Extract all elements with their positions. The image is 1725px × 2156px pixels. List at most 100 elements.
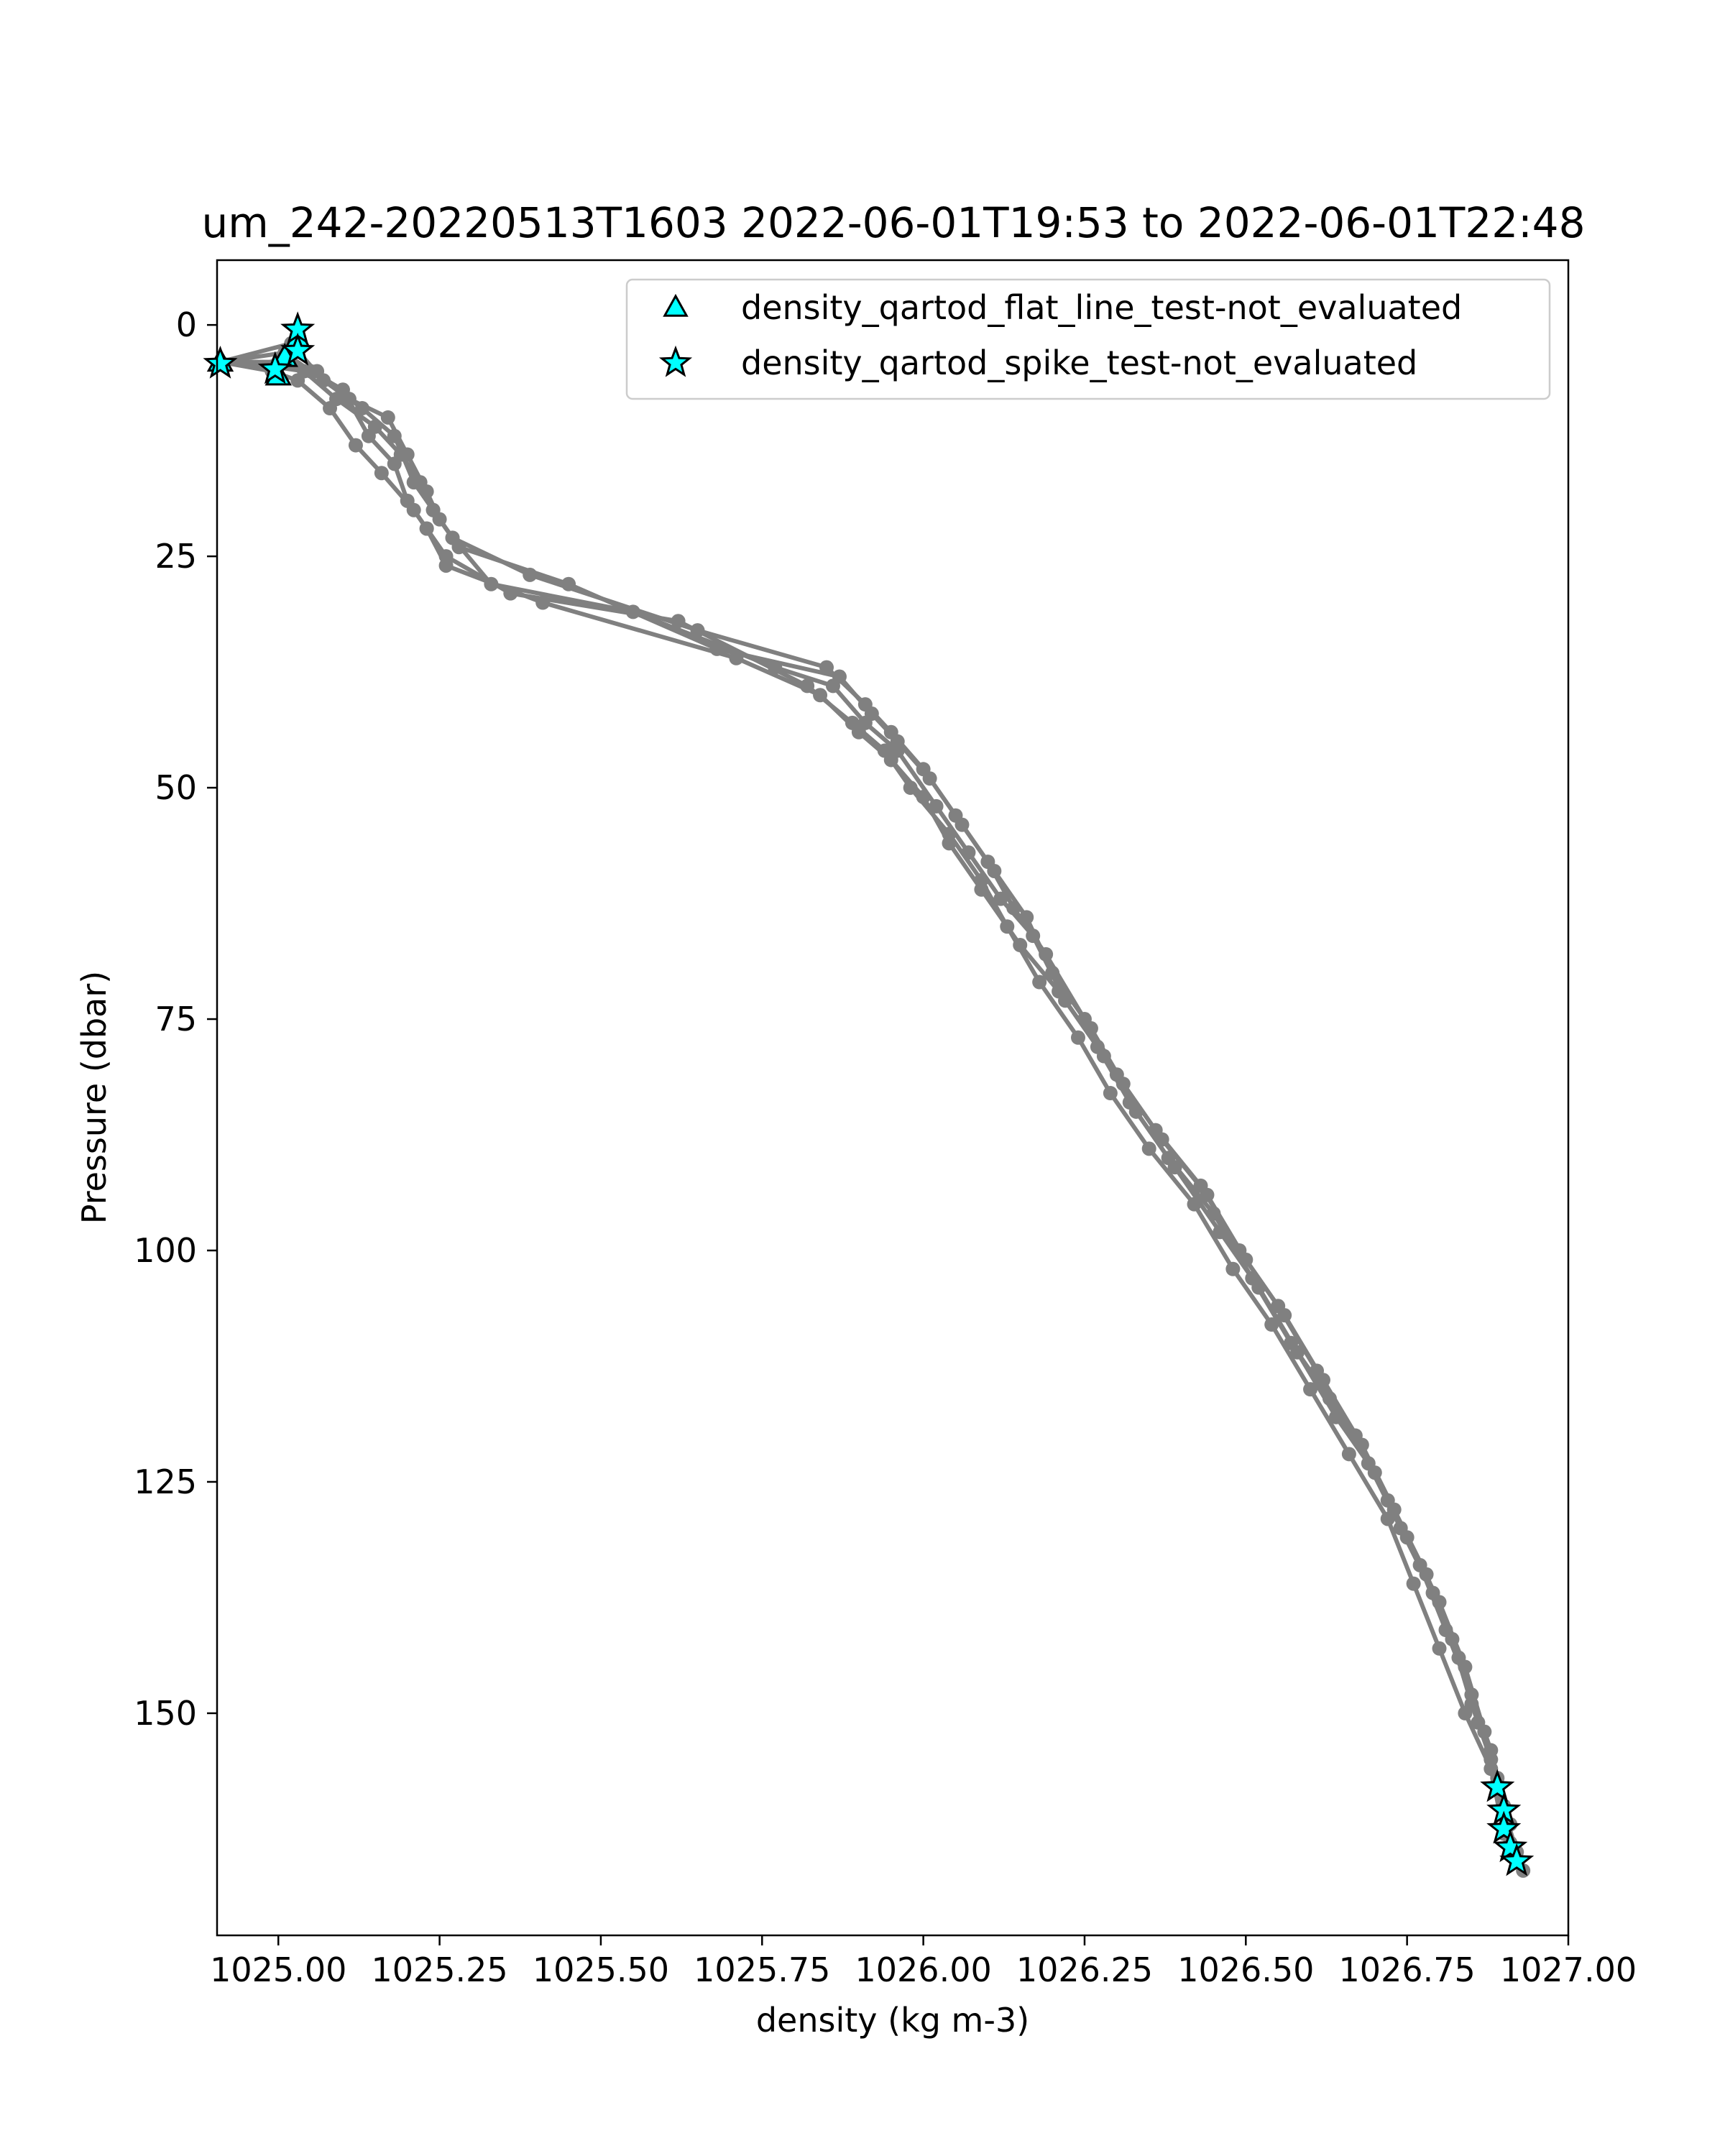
- legend-entry: density_qartod_spike_test-not_evaluated: [658, 344, 1417, 382]
- profile-point: [890, 743, 905, 758]
- profile-point: [1251, 1280, 1266, 1295]
- x-tick-label: 1026.00: [855, 1950, 992, 1989]
- profile-point: [1071, 1030, 1085, 1045]
- profile-point: [1013, 938, 1028, 953]
- profile-point: [438, 558, 454, 573]
- y-tick-label: 50: [155, 768, 197, 807]
- spike-flag-marker: [203, 345, 238, 379]
- x-tick-label: 1025.75: [694, 1950, 830, 1989]
- profile-point: [387, 456, 402, 471]
- profile-point: [1277, 1308, 1292, 1323]
- profile-point: [1103, 1086, 1118, 1101]
- profile-point: [1290, 1345, 1305, 1360]
- y-tick-label: 0: [176, 305, 197, 344]
- legend-entries: density_qartod_flat_line_test-not_evalua…: [658, 288, 1462, 382]
- legend-box: [625, 278, 1551, 400]
- profile-point: [561, 576, 576, 591]
- x-tick-label: 1025.50: [533, 1950, 669, 1989]
- y-axis: 0 25 50 75 100 125 150: [134, 305, 217, 1733]
- profile-point: [1341, 1447, 1356, 1462]
- profile-point: [380, 410, 395, 425]
- profile-point: [323, 401, 338, 416]
- x-axis-label: density (kg m-3): [756, 2001, 1029, 2040]
- qartod-flag-layer: [203, 311, 1535, 1876]
- legend-label: density_qartod_flat_line_test-not_evalua…: [741, 288, 1462, 327]
- profile-series: [217, 336, 1524, 1860]
- x-tick-label: 1026.50: [1177, 1950, 1314, 1989]
- y-tick-label: 150: [134, 1694, 197, 1733]
- profile-point: [1096, 1049, 1111, 1064]
- x-tick-label: 1027.00: [1500, 1950, 1637, 1989]
- profile-point: [1328, 1409, 1343, 1424]
- profile-point: [825, 678, 840, 694]
- profile-point: [1019, 910, 1034, 925]
- profile-point: [1264, 1317, 1279, 1332]
- spike-flag-marker: [1486, 1810, 1522, 1844]
- profile-point: [1432, 1595, 1447, 1610]
- spike-flag-marker: [1480, 1769, 1515, 1802]
- profile-point: [1128, 1104, 1144, 1119]
- legend-triangle-icon: [663, 293, 689, 317]
- profile-point: [974, 882, 989, 897]
- y-tick-label: 100: [134, 1231, 197, 1270]
- y-tick-label: 25: [155, 537, 197, 576]
- profile-point: [535, 595, 551, 610]
- profile-point: [954, 817, 970, 832]
- profile-point: [942, 836, 957, 851]
- spike-flag-marker: [280, 332, 316, 366]
- profile-point: [419, 521, 434, 536]
- profile-point: [1406, 1576, 1421, 1591]
- profile-point: [290, 373, 305, 388]
- profile-point: [625, 604, 640, 619]
- profile-point: [1058, 993, 1073, 1008]
- profile-point: [1167, 1160, 1182, 1175]
- spike-flag-marker: [257, 351, 293, 384]
- profile-point: [1458, 1705, 1473, 1720]
- profile-point: [406, 502, 421, 517]
- spike-flag-marker: [1493, 1829, 1528, 1863]
- profile-point: [1026, 929, 1041, 944]
- profile-point: [1141, 1141, 1156, 1156]
- profile-point: [445, 530, 460, 545]
- profile-point: [1458, 1659, 1473, 1674]
- profile-point: [993, 891, 1008, 906]
- profile-point: [1032, 975, 1047, 990]
- profile-point: [1225, 1261, 1241, 1276]
- profile-point: [1432, 1641, 1447, 1656]
- profile-point: [406, 475, 421, 490]
- profile-point: [1477, 1724, 1492, 1739]
- legend-entry: density_qartod_flat_line_test-not_evalua…: [663, 288, 1462, 327]
- profile-point: [768, 660, 783, 675]
- profile-point: [671, 614, 686, 629]
- profile-point: [987, 863, 1002, 878]
- spike-flag-marker: [1499, 1843, 1535, 1876]
- legend-star-icon: [658, 345, 693, 377]
- x-tick-label: 1025.00: [210, 1950, 346, 1989]
- profile-point: [387, 428, 402, 443]
- profile-line: [218, 350, 1526, 1873]
- profile-point: [1213, 1225, 1228, 1240]
- profile-point: [922, 771, 937, 786]
- chart-title: um_242-20220513T1603 2022-06-01T19:53 to…: [202, 198, 1586, 247]
- y-tick-label: 125: [134, 1462, 197, 1501]
- x-axis: 1025.00 1025.25 1025.50 1025.75 1026.00 1026.…: [210, 1935, 1637, 1989]
- profile-point: [484, 576, 499, 591]
- y-tick-label: 75: [155, 1000, 197, 1038]
- x-tick-label: 1026.25: [1016, 1950, 1153, 1989]
- profile-point: [348, 438, 363, 453]
- plot-frame: [216, 259, 1570, 1937]
- y-axis-label: Pressure (dbar): [75, 971, 114, 1224]
- profile-point: [1380, 1511, 1395, 1526]
- profile-point: [961, 845, 976, 860]
- profile-point: [361, 428, 376, 443]
- profile-point: [316, 373, 331, 388]
- legend: density_qartod_flat_line_test-not_evalua…: [625, 278, 1551, 400]
- profile-point: [1399, 1530, 1414, 1545]
- profile-point: [1303, 1382, 1318, 1397]
- legend-label: density_qartod_spike_test-not_evaluated: [741, 344, 1417, 382]
- profile-point: [857, 715, 873, 730]
- profile-point: [374, 466, 389, 481]
- profile-point: [426, 502, 441, 517]
- profile-point: [354, 401, 369, 416]
